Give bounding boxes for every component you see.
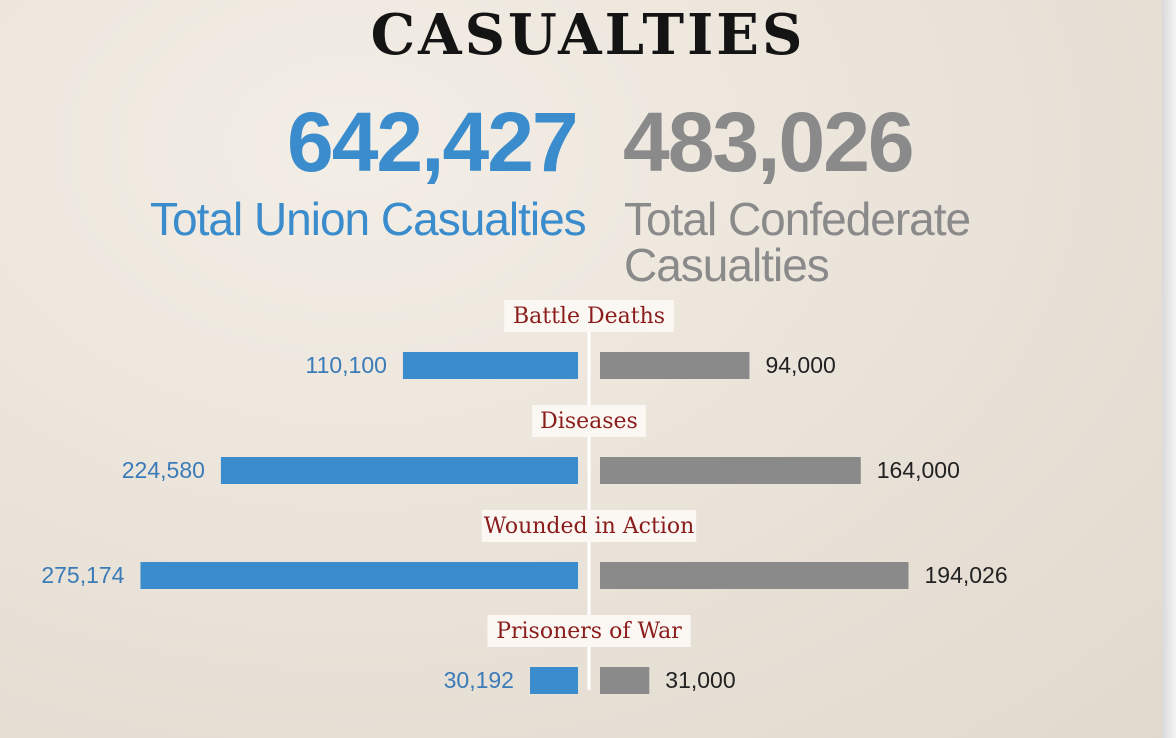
bar-union-wounded-in-action	[140, 562, 579, 589]
bar-confederate-wounded-in-action	[600, 562, 909, 589]
data-label-union-battle-deaths: 110,100	[306, 352, 387, 378]
chart-title: CASUALTIES	[370, 2, 806, 68]
data-label-union-prisoners-of-war: 30,192	[444, 667, 514, 693]
category-label-bg	[504, 300, 674, 332]
confederate-total-value: 483,026	[623, 95, 915, 189]
data-label-confederate-prisoners-of-war: 31,000	[665, 667, 735, 693]
data-label-confederate-diseases: 164,000	[877, 457, 960, 483]
union-total-label: Total Union Casualties	[150, 193, 587, 245]
category-label-bg	[532, 405, 646, 437]
data-label-union-diseases: 224,580	[122, 457, 205, 483]
category-label-prisoners-of-war: Prisoners of War	[496, 619, 682, 644]
bar-union-diseases	[220, 457, 579, 484]
category-label-bg	[481, 510, 697, 542]
bar-union-prisoners-of-war	[529, 667, 578, 694]
bar-confederate-diseases	[600, 457, 861, 484]
data-label-confederate-wounded-in-action: 194,026	[925, 562, 1008, 588]
bar-union-battle-deaths	[402, 352, 578, 379]
category-label-wounded-in-action: Wounded in Action	[484, 514, 695, 539]
confederate-total-label: Total Confederate Casualties	[624, 193, 971, 291]
data-label-union-wounded-in-action: 275,174	[41, 562, 124, 588]
bar-confederate-prisoners-of-war	[600, 667, 650, 694]
bar-confederate-battle-deaths	[600, 352, 750, 379]
union-total-value: 642,427	[287, 95, 579, 189]
category-label-battle-deaths: Battle Deaths	[513, 304, 665, 329]
category-label-diseases: Diseases	[540, 409, 638, 434]
page-edge	[1162, 0, 1176, 738]
data-label-confederate-battle-deaths: 94,000	[765, 352, 835, 378]
category-label-bg	[487, 615, 691, 647]
